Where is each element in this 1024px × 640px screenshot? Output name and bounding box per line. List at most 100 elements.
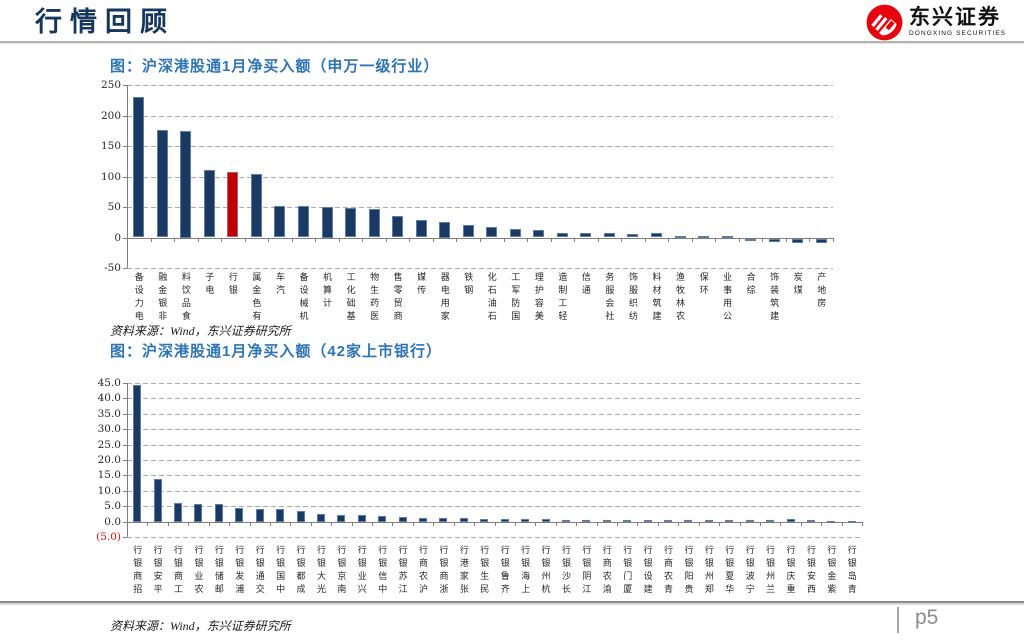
- bar: [235, 507, 244, 522]
- y-tick-label: 0.0: [104, 516, 121, 528]
- y-tick-label: -50: [104, 262, 121, 274]
- x-axis-tick: [127, 522, 128, 526]
- x-axis-tick: [801, 522, 802, 526]
- bar: [255, 508, 264, 522]
- bar: [415, 220, 427, 238]
- x-axis-tick: [413, 522, 414, 526]
- x-tick-label: 属金色有: [251, 272, 262, 324]
- y-tick-label: 10.0: [97, 485, 121, 497]
- gridline: [127, 268, 833, 269]
- x-axis-tick: [551, 238, 552, 242]
- bar: [392, 216, 404, 238]
- bar: [480, 518, 489, 522]
- x-axis-tick: [833, 238, 834, 242]
- x-axis-tick: [692, 238, 693, 242]
- page-number-divider: [897, 607, 899, 633]
- chart1-source: 资料来源：Wind，东兴证券研究所: [110, 324, 291, 338]
- x-axis-tick: [433, 522, 434, 526]
- logo-company-subtitle: DONGXING SECURITIES: [909, 30, 1007, 37]
- x-axis-tick: [331, 522, 332, 526]
- x-tick-label: 行银生民: [479, 545, 490, 597]
- y-axis-tick: [123, 522, 127, 523]
- x-tick-label: 车汽: [274, 272, 285, 298]
- y-axis-tick: [123, 207, 127, 208]
- y-tick-label: 20.0: [97, 454, 121, 466]
- gridline: [127, 491, 862, 492]
- gridline: [127, 537, 862, 538]
- gridline: [127, 398, 862, 399]
- x-tick-label: 行银京南: [336, 545, 347, 597]
- footer-divider: [0, 601, 1024, 605]
- bar: [316, 514, 325, 522]
- x-tick-label: 行银商招: [132, 545, 143, 597]
- bar: [580, 232, 592, 238]
- x-axis-tick: [527, 238, 528, 242]
- x-tick-label: 行银夏华: [724, 545, 735, 597]
- y-axis-tick: [123, 177, 127, 178]
- x-tick-label: 行银通交: [254, 545, 265, 597]
- x-tick-label: 行银商浙: [438, 545, 449, 597]
- x-tick-label: 行银安平: [152, 545, 163, 597]
- bar: [721, 235, 733, 238]
- x-axis-tick: [821, 522, 822, 526]
- x-axis-tick: [151, 238, 152, 242]
- bar: [627, 233, 639, 238]
- bar: [745, 519, 754, 522]
- bar: [509, 228, 521, 238]
- x-axis-tick: [740, 522, 741, 526]
- x-axis-tick: [433, 238, 434, 242]
- gridline: [127, 383, 862, 384]
- x-tick-label: 行银波宁: [744, 545, 755, 597]
- y-axis-tick: [123, 398, 127, 399]
- bar: [296, 511, 305, 522]
- footer-source: 资料来源：Wind，东兴证券研究所: [110, 619, 291, 633]
- gridline: [127, 445, 862, 446]
- x-tick-label: 行港家张: [458, 545, 469, 597]
- bar: [174, 503, 183, 522]
- x-axis-tick: [372, 522, 373, 526]
- x-tick-label: 业事用公: [722, 272, 733, 324]
- x-axis-tick: [658, 522, 659, 526]
- chart1-title: 图：沪深港股通1月净买入额（申万一级行业）: [110, 58, 440, 75]
- gridline: [127, 475, 862, 476]
- x-tick-label: 行银州郑: [703, 545, 714, 597]
- y-tick-label: 200: [100, 110, 121, 122]
- bar: [321, 207, 333, 238]
- x-axis-tick: [739, 238, 740, 242]
- bar: [766, 520, 775, 523]
- x-tick-label: 行银: [227, 272, 238, 298]
- x-axis-tick: [515, 522, 516, 526]
- x-axis-tick: [535, 522, 536, 526]
- bar: [521, 518, 530, 522]
- x-tick-label: 行银苏江: [397, 545, 408, 597]
- logo-text: 东兴证券 DONGXING SECURITIES: [909, 7, 1006, 38]
- x-axis-tick: [621, 238, 622, 242]
- bar: [582, 519, 591, 522]
- x-axis-tick: [362, 238, 363, 242]
- bar: [556, 232, 568, 238]
- bar: [651, 233, 662, 238]
- x-axis-tick: [474, 522, 475, 526]
- bar: [623, 520, 632, 523]
- logo-company-name: 东兴证券: [909, 6, 1001, 29]
- bar: [398, 516, 407, 522]
- x-tick-label: 子电: [204, 272, 215, 298]
- x-axis-tick: [495, 522, 496, 526]
- bar: [815, 238, 827, 244]
- x-axis-tick: [668, 238, 669, 242]
- bar: [533, 229, 545, 238]
- bar: [827, 520, 836, 523]
- x-axis-tick: [270, 522, 271, 526]
- y-axis-tick: [123, 268, 127, 269]
- x-axis-tick: [311, 522, 312, 526]
- x-axis-tick: [188, 522, 189, 526]
- dongxing-logo: 东兴证券 DONGXING SECURITIES: [866, 4, 1006, 41]
- gridline: [127, 85, 833, 86]
- x-tick-label: 行银安西: [805, 545, 816, 597]
- bar: [276, 508, 285, 522]
- bar: [133, 385, 142, 522]
- x-axis-tick: [480, 238, 481, 242]
- x-tick-label: 行银阴江: [581, 545, 592, 597]
